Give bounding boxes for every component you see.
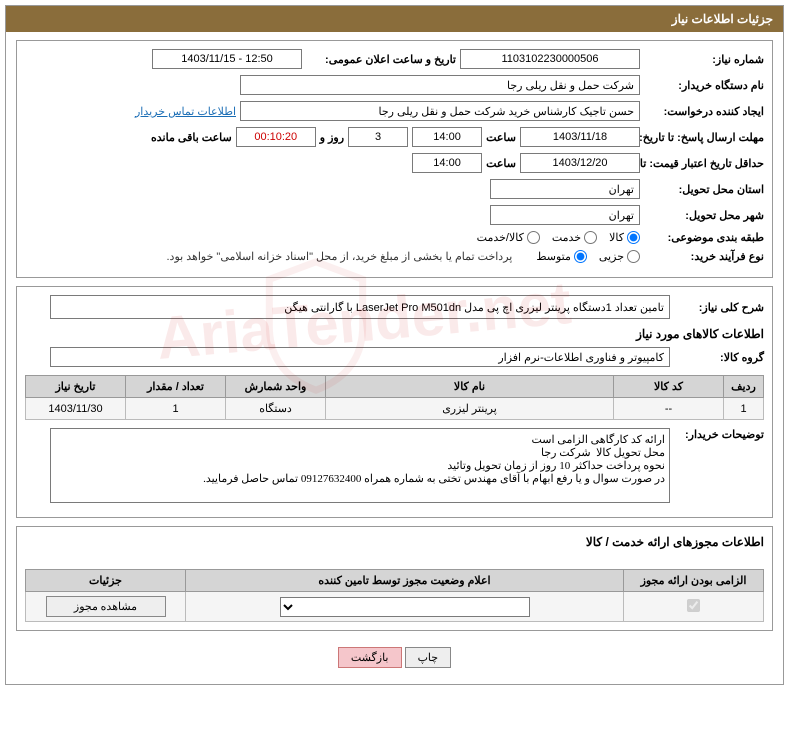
validity-label: حداقل تاریخ اعتبار قیمت: تا تاریخ:	[644, 157, 764, 170]
radio-both[interactable]	[527, 231, 540, 244]
th-name: نام کالا	[326, 376, 614, 398]
row-requester: ایجاد کننده درخواست: حسن تاجیک کارشناس خ…	[25, 101, 764, 121]
goods-section-title: اطلاعات کالاهای مورد نیاز	[25, 327, 764, 341]
goods-group-field: کامپیوتر و فناوری اطلاعات-نرم افزار	[50, 347, 670, 367]
th-status: اعلام وضعیت مجوز توسط تامین کننده	[186, 570, 624, 592]
buyer-notes-label: توضیحات خریدار:	[674, 428, 764, 441]
th-row: ردیف	[724, 376, 764, 398]
table-header-row: ردیف کد کالا نام کالا واحد شمارش تعداد /…	[26, 376, 764, 398]
th-detail: جزئیات	[26, 570, 186, 592]
remain-label: ساعت باقی مانده	[151, 131, 232, 144]
req-checkbox	[687, 599, 700, 612]
announce-label: تاریخ و ساعت اعلان عمومی:	[306, 53, 456, 66]
th-code: کد کالا	[614, 376, 724, 398]
goods-table: ردیف کد کالا نام کالا واحد شمارش تعداد /…	[25, 375, 764, 420]
permits-title: اطلاعات مجوزهای ارائه خدمت / کالا	[25, 535, 764, 549]
row-city: شهر محل تحویل: تهران	[25, 205, 764, 225]
td-code: --	[614, 398, 724, 420]
td-detail: مشاهده مجوز	[26, 592, 186, 622]
time-label-2: ساعت	[486, 157, 516, 170]
radio-minor-label: جزیی	[599, 250, 624, 263]
td-req	[624, 592, 764, 622]
td-qty: 1	[126, 398, 226, 420]
need-no-label: شماره نیاز:	[644, 53, 764, 66]
category-radio-group: کالا خدمت کالا/خدمت	[477, 231, 640, 244]
deadline-label: مهلت ارسال پاسخ: تا تاریخ:	[644, 131, 764, 144]
row-deadline: مهلت ارسال پاسخ: تا تاریخ: 1403/11/18 سا…	[25, 127, 764, 147]
city-label: شهر محل تحویل:	[644, 209, 764, 222]
td-unit: دستگاه	[226, 398, 326, 420]
row-province: استان محل تحویل: تهران	[25, 179, 764, 199]
permits-row: مشاهده مجوز	[26, 592, 764, 622]
buyer-org-field: شرکت حمل و نقل ریلی رجا	[240, 75, 640, 95]
status-select[interactable]	[280, 597, 530, 617]
radio-medium-label: متوسط	[536, 250, 571, 263]
radio-goods-label: کالا	[609, 231, 624, 244]
desc-section: شرح کلی نیاز: تامین تعداد 1دستگاه پرینتر…	[16, 286, 773, 518]
buyer-notes-textarea[interactable]	[50, 428, 670, 503]
button-row: چاپ بازگشت	[16, 639, 773, 676]
purchase-radio-group: جزیی متوسط	[536, 250, 640, 263]
radio-minor[interactable]	[627, 250, 640, 263]
buyer-org-label: نام دستگاه خریدار:	[644, 79, 764, 92]
permits-table: الزامی بودن ارائه مجوز اعلام وضعیت مجوز …	[25, 569, 764, 622]
days-field: 3	[348, 127, 408, 147]
category-label: طبقه بندی موضوعی:	[644, 231, 764, 244]
need-no-field: 1103102230000506	[460, 49, 640, 69]
validity-time-field: 14:00	[412, 153, 482, 173]
desc-label: شرح کلی نیاز:	[674, 301, 764, 314]
row-goods-group: گروه کالا: کامپیوتر و فناوری اطلاعات-نرم…	[25, 347, 764, 367]
info-section: شماره نیاز: 1103102230000506 تاریخ و ساع…	[16, 40, 773, 278]
td-status	[186, 592, 624, 622]
countdown-field: 00:10:20	[236, 127, 316, 147]
th-req: الزامی بودن ارائه مجوز	[624, 570, 764, 592]
td-row: 1	[724, 398, 764, 420]
row-buyer-org: نام دستگاه خریدار: شرکت حمل و نقل ریلی ر…	[25, 75, 764, 95]
row-buyer-notes: توضیحات خریدار:	[25, 428, 764, 503]
radio-both-label: کالا/خدمت	[477, 231, 524, 244]
th-date: تاریخ نیاز	[26, 376, 126, 398]
permits-header-row: الزامی بودن ارائه مجوز اعلام وضعیت مجوز …	[26, 570, 764, 592]
radio-goods[interactable]	[627, 231, 640, 244]
validity-date-field: 1403/12/20	[520, 153, 640, 173]
row-need-no: شماره نیاز: 1103102230000506 تاریخ و ساع…	[25, 49, 764, 69]
permits-section: اطلاعات مجوزهای ارائه خدمت / کالا الزامی…	[16, 526, 773, 631]
row-purchase-type: نوع فرآیند خرید: جزیی متوسط پرداخت تمام …	[25, 250, 764, 263]
deadline-time-field: 14:00	[412, 127, 482, 147]
goods-group-label: گروه کالا:	[674, 351, 764, 364]
province-field: تهران	[490, 179, 640, 199]
province-label: استان محل تحویل:	[644, 183, 764, 196]
city-field: تهران	[490, 205, 640, 225]
th-unit: واحد شمارش	[226, 376, 326, 398]
view-permit-button[interactable]: مشاهده مجوز	[46, 596, 166, 617]
radio-service-label: خدمت	[552, 231, 581, 244]
td-date: 1403/11/30	[26, 398, 126, 420]
th-qty: تعداد / مقدار	[126, 376, 226, 398]
page-title: جزئیات اطلاعات نیاز	[672, 12, 773, 26]
contact-link[interactable]: اطلاعات تماس خریدار	[135, 105, 236, 118]
row-desc: شرح کلی نیاز: تامین تعداد 1دستگاه پرینتر…	[25, 295, 764, 319]
back-button[interactable]: بازگشت	[338, 647, 402, 668]
print-button[interactable]: چاپ	[405, 647, 452, 668]
radio-medium[interactable]	[574, 250, 587, 263]
td-name: پرینتر لیزری	[326, 398, 614, 420]
deadline-date-field: 1403/11/18	[520, 127, 640, 147]
purchase-note: پرداخت تمام یا بخشی از مبلغ خرید، از محل…	[167, 250, 513, 263]
content-area: AriaTender.net شماره نیاز: 1103102230000…	[6, 32, 783, 684]
desc-field: تامین تعداد 1دستگاه پرینتر لیزری اچ پی م…	[50, 295, 670, 319]
announce-field: 1403/11/15 - 12:50	[152, 49, 302, 69]
requester-label: ایجاد کننده درخواست:	[644, 105, 764, 118]
requester-field: حسن تاجیک کارشناس خرید شرکت حمل و نقل ری…	[240, 101, 640, 121]
main-container: جزئیات اطلاعات نیاز AriaTender.net شماره…	[5, 5, 784, 685]
table-row: 1 -- پرینتر لیزری دستگاه 1 1403/11/30	[26, 398, 764, 420]
purchase-type-label: نوع فرآیند خرید:	[644, 250, 764, 263]
time-label-1: ساعت	[486, 131, 516, 144]
row-validity: حداقل تاریخ اعتبار قیمت: تا تاریخ: 1403/…	[25, 153, 764, 173]
days-label: روز و	[320, 131, 344, 144]
radio-service[interactable]	[584, 231, 597, 244]
header-bar: جزئیات اطلاعات نیاز	[6, 6, 783, 32]
row-category: طبقه بندی موضوعی: کالا خدمت کالا/خدمت	[25, 231, 764, 244]
